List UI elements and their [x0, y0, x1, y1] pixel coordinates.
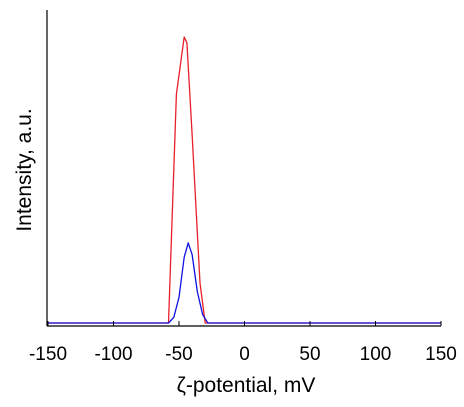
x-ticks: -150 -100 -50 0 50 100 150 [29, 321, 457, 365]
x-tick-label: 150 [425, 344, 457, 365]
x-tick-label: 50 [299, 344, 320, 365]
axes [46, 10, 441, 327]
x-tick-label: -150 [29, 344, 67, 365]
y-axis-label: Intensity, a.u. [13, 108, 36, 231]
x-tick-label: -100 [94, 344, 132, 365]
series-line-1 [48, 36, 441, 324]
x-axis-label: ζ-potential, mV [177, 374, 316, 397]
x-tick-label: 100 [360, 344, 392, 365]
plot-lines [48, 36, 441, 324]
series-line-2 [48, 242, 441, 324]
x-tick-label: 0 [239, 344, 250, 365]
x-tick-label: -50 [165, 344, 192, 365]
